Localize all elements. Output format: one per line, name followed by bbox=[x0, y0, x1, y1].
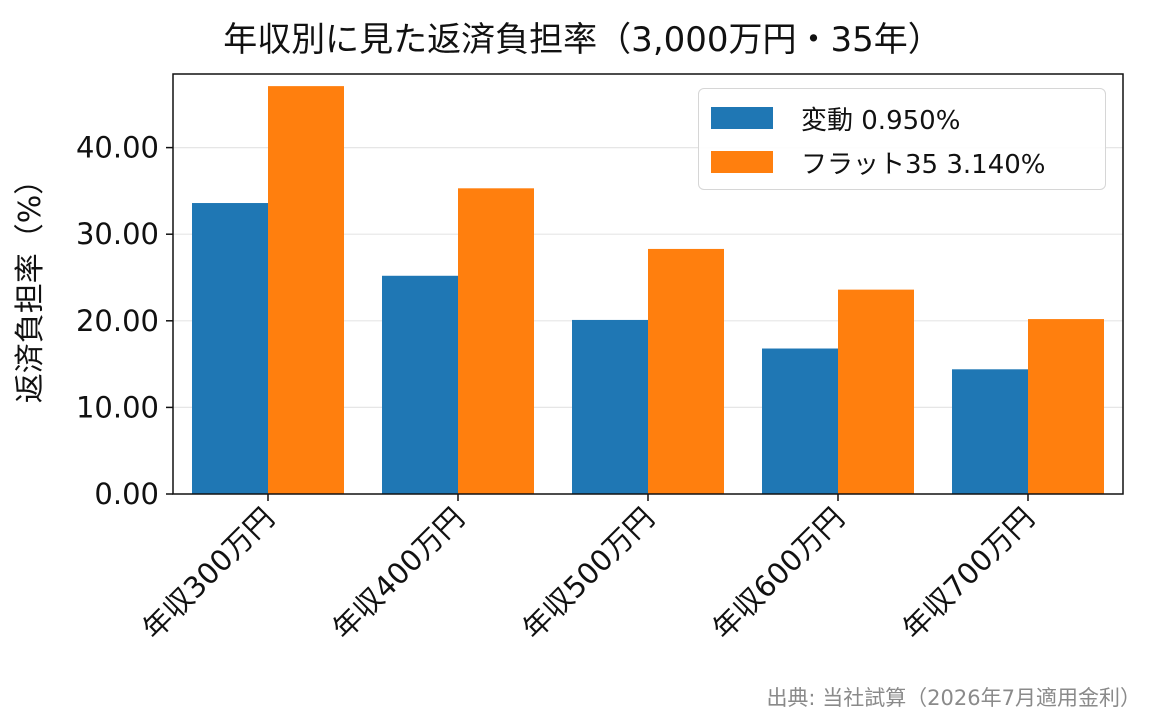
legend-swatch-variable bbox=[711, 107, 773, 129]
y-axis-label: 返済負担率（%） bbox=[13, 165, 48, 404]
bar-variable bbox=[572, 319, 648, 494]
bar-variable bbox=[952, 369, 1028, 494]
legend-swatch-flat35 bbox=[711, 151, 773, 173]
bar-flat35 bbox=[838, 289, 914, 494]
bar-variable bbox=[382, 275, 458, 494]
legend-item-variable: 変動 0.950% bbox=[711, 103, 960, 136]
y-tick-label: 40.00 bbox=[76, 131, 159, 165]
y-tick-label: 10.00 bbox=[76, 390, 159, 424]
y-tick-label: 0.00 bbox=[94, 477, 159, 511]
legend-label-flat35: フラット35 3.140% bbox=[801, 149, 1046, 180]
chart-title: 年収別に見た返済負担率（3,000万円・35年） bbox=[223, 20, 942, 60]
x-tick-label: 年収300万円 bbox=[136, 501, 281, 646]
y-tick-label: 20.00 bbox=[76, 304, 159, 338]
legend: 変動 0.950% フラット35 3.140% bbox=[698, 88, 1106, 190]
bar-flat35 bbox=[268, 86, 344, 494]
legend-label-variable: 変動 0.950% bbox=[801, 105, 961, 136]
legend-item-flat35: フラット35 3.140% bbox=[711, 147, 1046, 180]
bar-flat35 bbox=[458, 188, 534, 495]
bar-flat35 bbox=[1028, 319, 1104, 494]
y-tick-label: 30.00 bbox=[76, 217, 159, 251]
source-note: 出典: 当社試算（2026年7月適用金利） bbox=[766, 686, 1141, 710]
x-tick-label: 年収600万円 bbox=[706, 501, 851, 646]
x-tick-label: 年収500万円 bbox=[516, 501, 661, 646]
bar-variable bbox=[192, 203, 268, 494]
x-tick-label: 年収400万円 bbox=[326, 501, 471, 646]
x-tick-label: 年収700万円 bbox=[896, 501, 1041, 646]
bar-flat35 bbox=[648, 248, 724, 494]
bar-variable bbox=[762, 348, 838, 494]
